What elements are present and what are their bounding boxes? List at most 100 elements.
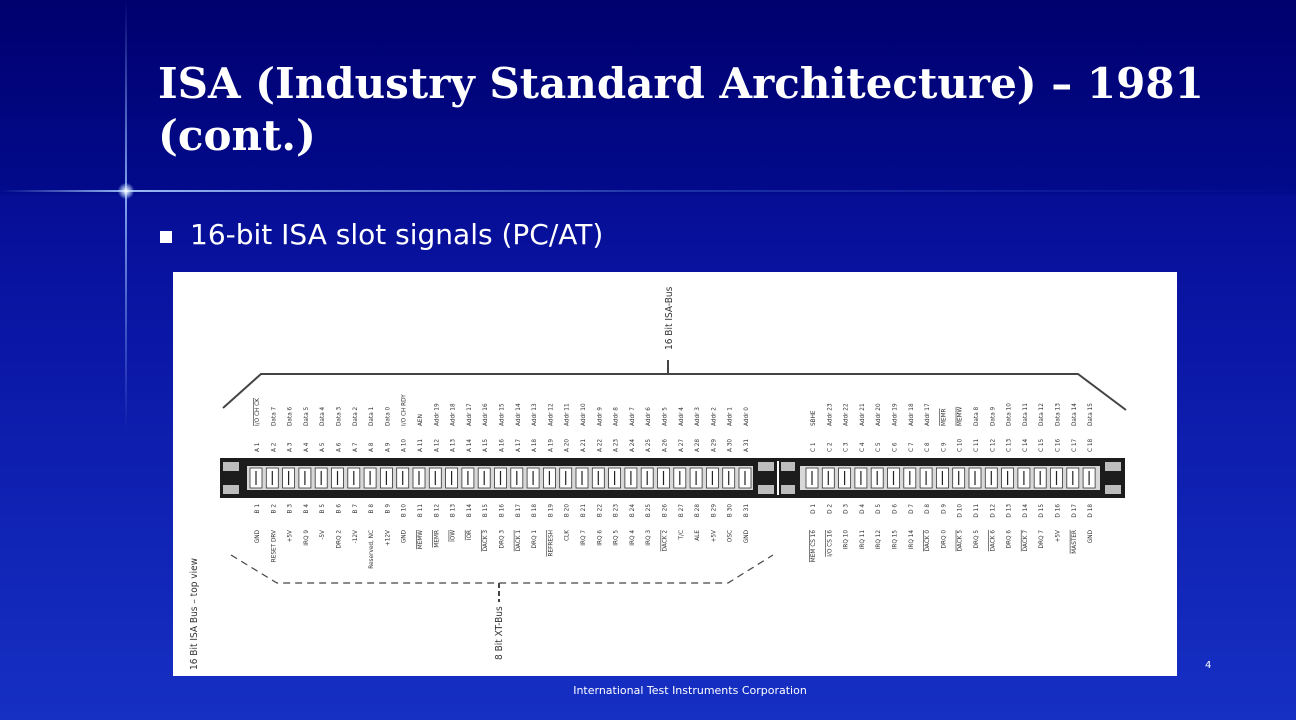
bullet-item: 16-bit ISA slot signals (PC/AT) <box>160 218 603 251</box>
pin-number-label: C 7 <box>907 442 915 452</box>
pin-number-label: B 28 <box>693 504 701 517</box>
pin-number-label: A 28 <box>693 439 701 452</box>
signal-label: IRQ 15 <box>891 530 899 550</box>
pin-number-label: A 19 <box>546 439 554 452</box>
pin-number-label: B 23 <box>612 504 620 517</box>
pin-number-label: D 8 <box>923 504 931 514</box>
connector-end-tab <box>758 462 774 471</box>
pin-number-label: B 1 <box>253 504 261 514</box>
signal-label: Reserved, NC <box>367 530 375 569</box>
signal-label: DACK 6 <box>988 530 996 552</box>
pin-number-label: B 29 <box>709 504 717 517</box>
signal-label: GND <box>1086 529 1094 543</box>
pin-number-label: D 2 <box>825 504 833 514</box>
pin-number-label: A 10 <box>400 439 408 452</box>
pin-number-label: D 14 <box>1021 504 1029 518</box>
pin-number-label: B 10 <box>400 504 408 517</box>
pin-number-label: D 10 <box>956 504 964 518</box>
title-band <box>0 0 1296 195</box>
signal-label: +12V <box>383 530 391 546</box>
signal-label: GND <box>400 529 408 543</box>
signal-label: REFRESH <box>546 530 554 557</box>
pin-number-label: B 15 <box>481 504 489 517</box>
pin-number-label: B 8 <box>367 504 375 514</box>
signal-label: IRQ 10 <box>842 530 850 550</box>
signal-label: Data 9 <box>988 406 996 426</box>
bullet-text: 16-bit ISA slot signals (PC/AT) <box>190 218 604 251</box>
pin-number-label: A 25 <box>644 439 652 452</box>
label-16bit-bus: 16 Bit ISA-Bus <box>664 286 675 350</box>
signal-label: IRQ 7 <box>579 530 587 546</box>
signal-label: Addr 18 <box>449 403 457 426</box>
pin-number-label: A 30 <box>726 439 734 452</box>
pin-number-label: B 3 <box>286 504 294 514</box>
signal-label: -5V <box>318 530 326 540</box>
signal-label: IRQ 6 <box>595 530 603 546</box>
connector-end-tab <box>781 485 795 494</box>
pin-number-label: B 24 <box>628 504 636 517</box>
signal-label: Data 3 <box>335 406 343 426</box>
pin-number-label: B 17 <box>514 504 522 517</box>
signal-label: Data 5 <box>302 406 310 426</box>
signal-label: IRQ 3 <box>644 530 652 546</box>
pin-number-label: D 7 <box>907 504 915 514</box>
pin-number-label: B 16 <box>498 504 506 517</box>
signal-label: SBHE <box>809 410 817 426</box>
signal-label: Addr 12 <box>546 403 554 426</box>
signal-label: Addr 15 <box>498 403 506 426</box>
signal-label: Addr 22 <box>842 403 850 426</box>
signal-label: RESET DRV <box>269 530 277 562</box>
pin-number-label: D 3 <box>842 504 850 514</box>
signal-label: MEMR <box>939 408 947 426</box>
pin-number-label: D 5 <box>874 504 882 514</box>
signal-label: DRQ 7 <box>1037 530 1045 549</box>
pin-number-label: A 16 <box>498 439 506 452</box>
pin-number-label: C 12 <box>988 439 996 452</box>
pin-number-label: B 13 <box>449 504 457 517</box>
pin-number-label: C 9 <box>939 442 947 452</box>
pin-number-label: A 24 <box>628 439 636 452</box>
decorative-star-icon <box>118 183 134 199</box>
pin-number-label: A 1 <box>253 442 261 452</box>
signal-label: MASTER <box>1070 530 1078 554</box>
signal-label: Addr 20 <box>874 403 882 426</box>
signal-label: I/O CH CK <box>253 398 261 426</box>
pin-number-label: C 2 <box>825 442 833 452</box>
square-bullet-icon <box>160 230 172 243</box>
pin-number-label: B 21 <box>579 504 587 517</box>
pin-number-label: B 5 <box>318 504 326 514</box>
signal-label: Addr 5 <box>661 407 669 426</box>
signal-label: +5V <box>1054 530 1062 542</box>
pin-number-label: B 27 <box>677 504 685 517</box>
signal-label: IOR <box>465 530 473 540</box>
decorative-horizontal-line <box>0 190 1296 192</box>
label-top-view: 16 Bit ISA Bus – top view <box>189 558 200 670</box>
pin-number-label: A 3 <box>286 442 294 452</box>
pin-number-label: A 27 <box>677 439 685 452</box>
pin-number-label: A 8 <box>367 442 375 452</box>
pin-number-label: C 3 <box>842 442 850 452</box>
pin-number-label: B 18 <box>530 504 538 517</box>
signal-label: AEN <box>416 414 424 426</box>
signal-label: +5V <box>709 530 717 542</box>
pin-number-label: B 22 <box>595 504 603 517</box>
signal-label: OSC <box>726 530 734 542</box>
pin-number-label: A 7 <box>351 442 359 452</box>
signal-label: DACK 1 <box>514 530 522 552</box>
signal-label: Addr 6 <box>644 407 652 426</box>
signal-label: Addr 8 <box>612 407 620 426</box>
pin-number-label: B 14 <box>465 504 473 517</box>
signal-label: Addr 19 <box>891 403 899 426</box>
connector-end-tab <box>1105 485 1121 494</box>
signal-label: Data 8 <box>972 406 980 426</box>
pin-number-label: C 5 <box>874 442 882 452</box>
pin-number-label: D 6 <box>891 504 899 514</box>
pin-number-label: B 4 <box>302 504 310 514</box>
pin-number-label: C 16 <box>1054 439 1062 452</box>
signal-label: Addr 0 <box>742 407 750 426</box>
pin-number-label: C 8 <box>923 442 931 452</box>
signal-label: Addr 16 <box>481 403 489 426</box>
pin-number-label: D 17 <box>1070 504 1078 518</box>
pin-number-label: A 20 <box>563 439 571 452</box>
pin-number-label: B 19 <box>546 504 554 517</box>
